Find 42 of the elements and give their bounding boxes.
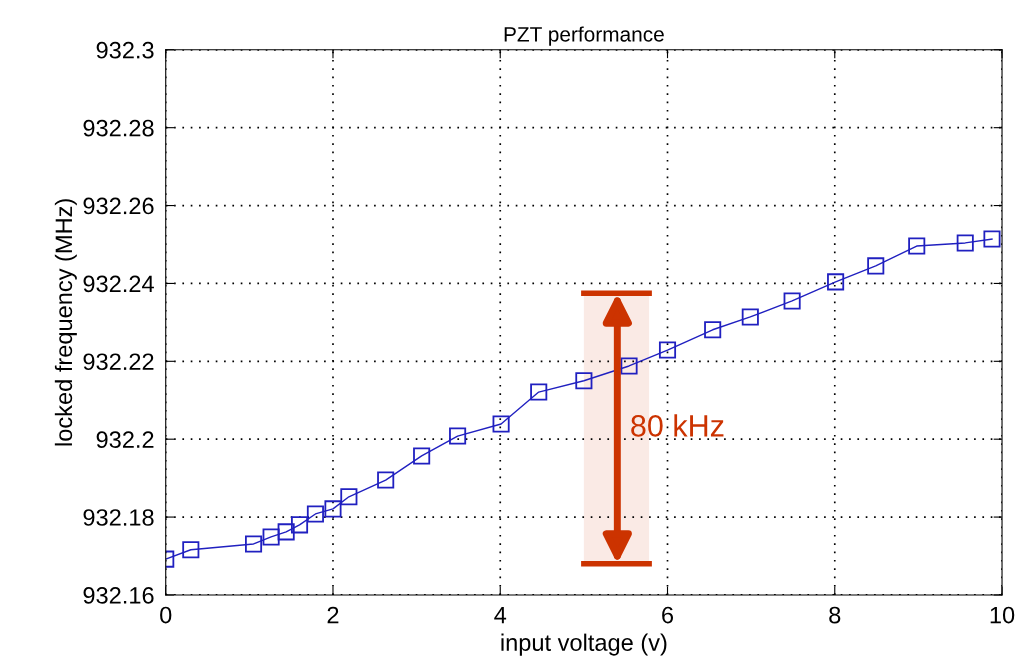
y-axis-title: locked frequency (MHz) xyxy=(54,199,77,446)
point xyxy=(492,415,510,433)
y-tick-label: 932.22 xyxy=(83,353,154,371)
point xyxy=(449,427,467,445)
point xyxy=(704,321,722,339)
point xyxy=(413,447,431,465)
point xyxy=(620,357,638,375)
x-axis-title: input voltage (v) xyxy=(501,633,667,656)
point xyxy=(262,528,280,546)
point xyxy=(741,308,759,326)
y-tick-label: 932.28 xyxy=(83,119,154,137)
x-tick-label: 8 xyxy=(829,606,841,624)
point xyxy=(340,488,358,506)
point xyxy=(377,471,395,489)
y-tick-label: 932.3 xyxy=(96,41,154,59)
chart-title: PZT performance xyxy=(504,26,664,46)
point xyxy=(324,500,342,518)
y-tick-label: 932.24 xyxy=(83,275,154,293)
point xyxy=(575,372,593,390)
point xyxy=(827,273,845,291)
x-tick-label: 2 xyxy=(327,606,339,624)
point xyxy=(908,237,926,255)
point xyxy=(956,234,974,252)
band-label: 80 kHz xyxy=(631,414,724,437)
point xyxy=(658,341,677,359)
x-tick-label: 10 xyxy=(990,606,1015,624)
y-tick-label: 932.26 xyxy=(83,197,154,215)
point xyxy=(277,523,295,541)
x-tick-label: 4 xyxy=(494,606,507,624)
point xyxy=(182,541,200,559)
point xyxy=(306,505,324,523)
x-tick-label: 6 xyxy=(662,606,674,624)
y-tick-label: 932.18 xyxy=(83,509,154,526)
point xyxy=(244,535,263,553)
point xyxy=(983,230,1001,248)
point xyxy=(783,292,801,310)
point xyxy=(530,383,548,401)
y-tick-label: 932.16 xyxy=(83,587,154,604)
point xyxy=(867,257,885,275)
y-tick-label: 932.2 xyxy=(96,431,154,448)
x-tick-label: 0 xyxy=(160,606,172,624)
point xyxy=(290,516,309,534)
